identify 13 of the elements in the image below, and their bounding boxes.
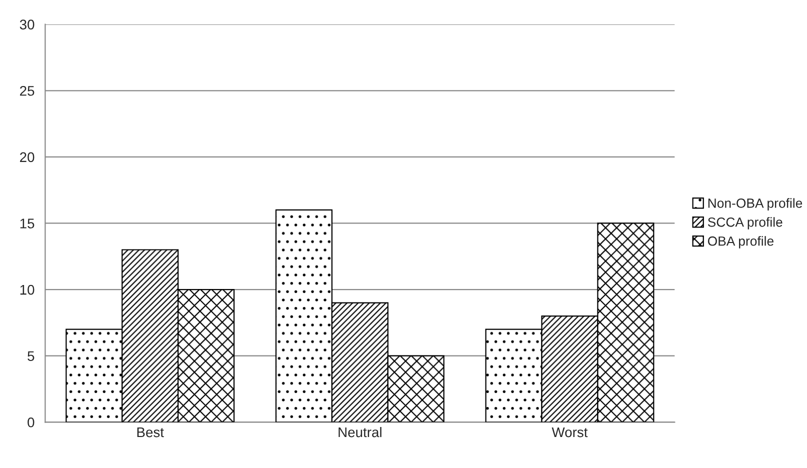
- legend-label: SCCA profile: [708, 217, 782, 230]
- x-tick-label: Worst: [552, 428, 588, 438]
- x-tick-label: Neutral: [338, 426, 382, 438]
- y-tick-label: 25: [20, 86, 34, 96]
- y-tick-label: 15: [20, 218, 34, 228]
- x-tick-label: Best: [137, 428, 164, 438]
- y-tick-label: 30: [20, 20, 34, 30]
- legend-label: Non-OBA profile: [708, 198, 802, 210]
- y-tick-label: 0: [28, 417, 34, 428]
- legend-label: OBA profile: [708, 236, 774, 248]
- y-tick-label: 20: [20, 152, 34, 162]
- y-tick-label: 10: [20, 284, 34, 295]
- y-tick-label: 5: [28, 351, 34, 362]
